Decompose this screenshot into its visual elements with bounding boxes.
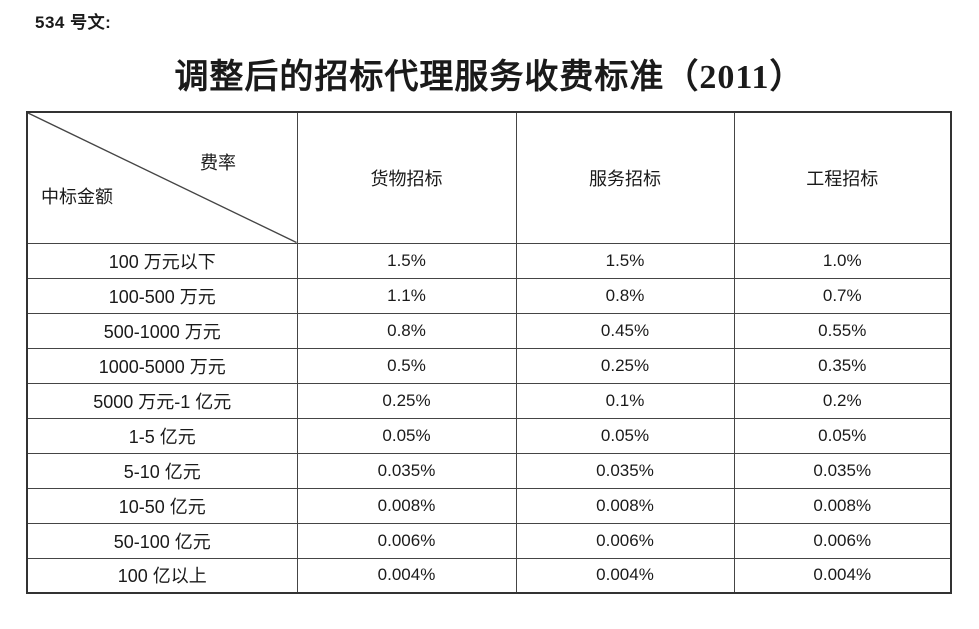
- fee-cell: 0.05%: [296, 417, 517, 454]
- fee-cell: 0.008%: [733, 487, 952, 524]
- row-label: 5-10 亿元: [26, 452, 298, 489]
- row-label: 100-500 万元: [26, 277, 298, 314]
- corner-label-bid-amount: 中标金额: [41, 187, 113, 207]
- fee-cell: 0.004%: [515, 557, 735, 594]
- row-label: 100 亿以上: [26, 557, 298, 594]
- doc-ref-label: 534 号文:: [35, 13, 112, 32]
- fee-cell: 1.5%: [515, 242, 735, 279]
- table-row: 5000 万元-1 亿元 0.25% 0.1% 0.2%: [26, 382, 952, 419]
- fee-cell: 0.035%: [515, 452, 735, 489]
- fee-cell: 0.006%: [515, 522, 735, 559]
- fee-cell: 0.8%: [515, 277, 735, 314]
- row-label: 1-5 亿元: [26, 417, 298, 454]
- fee-cell: 0.25%: [515, 347, 735, 384]
- fee-cell: 0.25%: [296, 382, 517, 419]
- table-row: 100 亿以上 0.004% 0.004% 0.004%: [26, 557, 952, 594]
- fee-cell: 1.1%: [296, 277, 517, 314]
- row-label: 50-100 亿元: [26, 522, 298, 559]
- table-corner-cell: 费率 中标金额: [26, 111, 298, 244]
- table-row: 500-1000 万元 0.8% 0.45% 0.55%: [26, 312, 952, 349]
- column-header-engineering-bidding: 工程招标: [733, 111, 952, 244]
- fee-cell: 0.55%: [733, 312, 952, 349]
- corner-label-fee-rate: 费率: [200, 153, 236, 173]
- row-label: 500-1000 万元: [26, 312, 298, 349]
- table-row: 1000-5000 万元 0.5% 0.25% 0.35%: [26, 347, 952, 384]
- fee-cell: 0.05%: [515, 417, 735, 454]
- fee-cell: 0.2%: [733, 382, 952, 419]
- table-row: 100-500 万元 1.1% 0.8% 0.7%: [26, 277, 952, 314]
- fee-cell: 0.035%: [733, 452, 952, 489]
- column-header-goods-bidding: 货物招标: [296, 111, 517, 244]
- fee-cell: 1.5%: [296, 242, 517, 279]
- fee-cell: 1.0%: [733, 242, 952, 279]
- fee-cell: 0.006%: [733, 522, 952, 559]
- table-row: 100 万元以下 1.5% 1.5% 1.0%: [26, 242, 952, 279]
- row-label: 100 万元以下: [26, 242, 298, 279]
- fee-cell: 0.8%: [296, 312, 517, 349]
- fee-cell: 0.004%: [296, 557, 517, 594]
- fee-cell: 0.035%: [296, 452, 517, 489]
- diagonal-divider-line: [28, 113, 297, 243]
- row-label: 10-50 亿元: [26, 487, 298, 524]
- fee-cell: 0.5%: [296, 347, 517, 384]
- fee-cell: 0.004%: [733, 557, 952, 594]
- fee-cell: 0.006%: [296, 522, 517, 559]
- table-row: 50-100 亿元 0.006% 0.006% 0.006%: [26, 522, 952, 559]
- table-row: 10-50 亿元 0.008% 0.008% 0.008%: [26, 487, 952, 524]
- fee-cell: 0.35%: [733, 347, 952, 384]
- fee-cell: 0.1%: [515, 382, 735, 419]
- table-row: 1-5 亿元 0.05% 0.05% 0.05%: [26, 417, 952, 454]
- fee-table: 费率 中标金额 货物招标 服务招标 工程招标 100 万元以下 1.5% 1.5…: [26, 111, 952, 594]
- fee-cell: 0.008%: [296, 487, 517, 524]
- table-row: 5-10 亿元 0.035% 0.035% 0.035%: [26, 452, 952, 489]
- row-label: 1000-5000 万元: [26, 347, 298, 384]
- fee-cell: 0.008%: [515, 487, 735, 524]
- table-header-row: 费率 中标金额 货物招标 服务招标 工程招标: [26, 111, 952, 244]
- fee-cell: 0.45%: [515, 312, 735, 349]
- page-title: 调整后的招标代理服务收费标准（2011）: [174, 59, 805, 96]
- column-header-service-bidding: 服务招标: [515, 111, 735, 244]
- row-label: 5000 万元-1 亿元: [26, 382, 298, 419]
- fee-cell: 0.7%: [733, 277, 952, 314]
- fee-cell: 0.05%: [733, 417, 952, 454]
